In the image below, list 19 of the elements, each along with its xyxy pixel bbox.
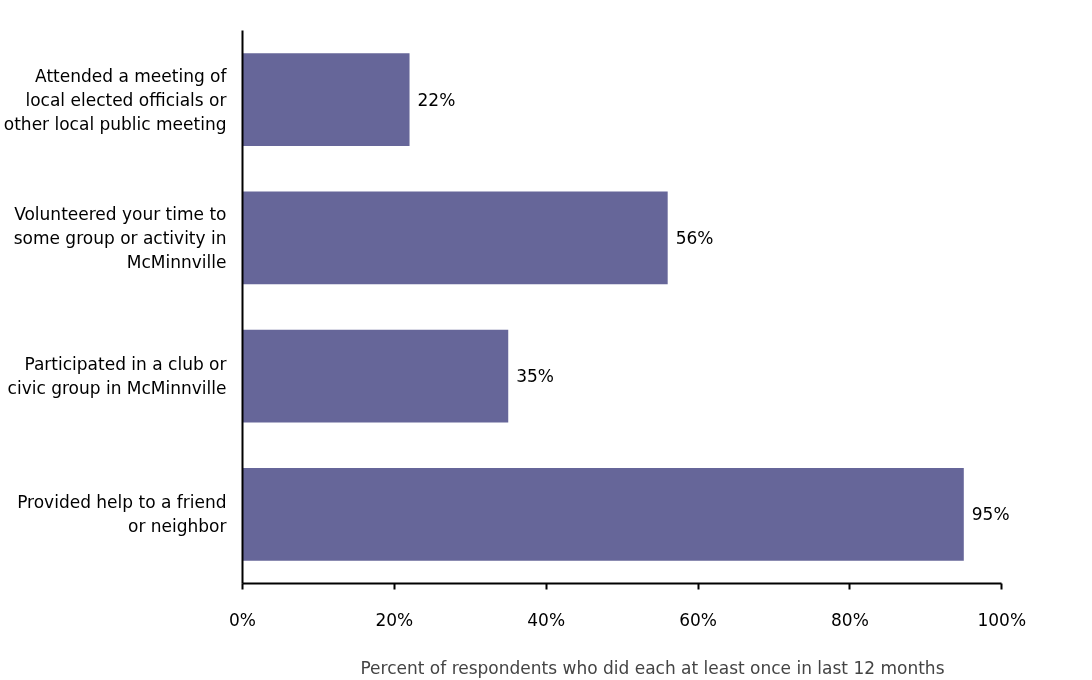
x-axis-title: Percent of respondents who did each at least once in last 12 months xyxy=(360,657,945,678)
y-tick-label: Volunteered your time to some group or activity in McMinnville xyxy=(13,203,227,272)
bar xyxy=(242,53,410,146)
x-tick-label: 0% xyxy=(229,609,256,630)
y-tick-label: Attended a meeting of local elected officials or other local public meeting xyxy=(3,65,228,134)
bar xyxy=(242,468,964,561)
y-tick-label: Provided help to a friend or neighbor xyxy=(17,492,227,537)
data-label: 56% xyxy=(675,227,714,248)
data-label: 35% xyxy=(516,366,555,387)
bar xyxy=(242,191,668,285)
data-label: 22% xyxy=(417,89,456,110)
x-tick-label: 100% xyxy=(977,609,1027,630)
x-tick-label: 80% xyxy=(831,609,869,630)
y-tick-label: Participated in a club or civic group in McMinnville xyxy=(7,354,227,399)
x-tick-label: 20% xyxy=(375,609,414,630)
data-label: 95% xyxy=(971,504,1010,525)
x-tick-label: 40% xyxy=(527,609,566,630)
bar xyxy=(242,329,509,423)
x-tick-label: 60% xyxy=(679,609,717,630)
